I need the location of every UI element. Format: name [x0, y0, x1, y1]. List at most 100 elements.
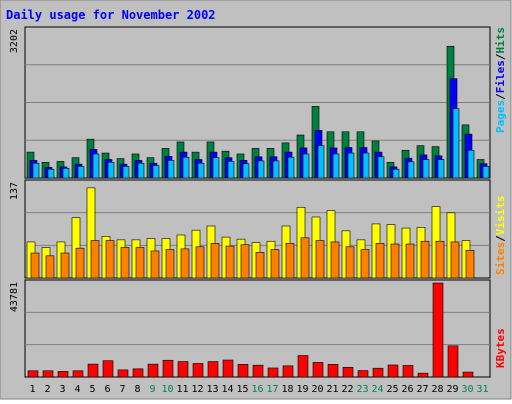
bar-sites — [270, 249, 280, 279]
bar-sites — [60, 252, 70, 279]
bar-kbytes — [177, 361, 189, 378]
x-tick-label-day-7: 7 — [119, 384, 125, 395]
bar-pages — [77, 166, 85, 179]
bar-sites — [210, 243, 220, 279]
bar-kbytes — [237, 364, 249, 378]
bar-sites — [150, 250, 160, 279]
bar-sites — [345, 246, 355, 279]
bar-kbytes — [372, 367, 384, 378]
bar-kbytes — [312, 362, 324, 378]
bar-pages — [347, 152, 355, 179]
x-tick-label-day-20: 20 — [311, 384, 323, 395]
bar-pages — [452, 108, 460, 179]
bar-pages — [212, 157, 220, 179]
bar-kbytes — [282, 365, 294, 378]
legend: KBytes — [494, 328, 507, 368]
x-tick-label-day-24: 24 — [371, 384, 383, 395]
x-tick-label-day-21: 21 — [326, 384, 338, 395]
bar-sites — [180, 248, 190, 279]
bar-pages — [137, 162, 145, 179]
chart-title: Daily usage for November 2002 — [6, 8, 216, 22]
bar-sites — [435, 240, 445, 279]
legend-separator: / — [494, 53, 507, 60]
bar-pages — [47, 168, 55, 179]
x-tick-label-day-14: 14 — [221, 384, 233, 395]
bar-pages — [362, 152, 370, 179]
bar-sites — [120, 247, 130, 279]
bar-kbytes — [432, 282, 444, 378]
x-tick-label-day-28: 28 — [431, 384, 443, 395]
bar-pages — [227, 161, 235, 179]
x-tick-label-day-2: 2 — [44, 384, 50, 395]
bar-pages — [122, 166, 130, 179]
bar-sites — [225, 245, 235, 279]
panel-hits-files-pages: 3202 Pages/Files/Hits — [9, 26, 507, 179]
x-tick-label-day-19: 19 — [296, 384, 308, 395]
bar-pages — [62, 167, 70, 179]
x-axis-labels: 1 2 3 4 5 6 7 8 9 10 11 12 13 14 15 16 17 18 19 20 21 22 23 24 2… — [29, 384, 488, 395]
bar-pages — [167, 160, 175, 179]
legend-kbytes: KBytes — [494, 328, 507, 368]
bar-kbytes — [252, 364, 264, 378]
x-tick-label-day-9: 9 — [149, 384, 155, 395]
bar-pages — [182, 156, 190, 179]
legend-pages: Pages — [494, 100, 507, 133]
bar-kbytes — [27, 370, 39, 378]
bar-sites — [420, 240, 430, 279]
x-tick-label-day-12: 12 — [191, 384, 203, 395]
bar-kbytes — [297, 355, 309, 378]
x-tick-label-day-16: 16 — [251, 384, 263, 395]
bar-pages — [482, 166, 490, 179]
bar-kbytes — [462, 371, 474, 378]
bar-pages — [242, 163, 250, 179]
bar-pages — [392, 168, 400, 179]
x-tick-label-day-29: 29 — [446, 384, 458, 395]
y-max-label: 137 — [9, 182, 20, 200]
bar-sites — [195, 246, 205, 279]
bar-pages — [152, 165, 160, 179]
x-tick-label-day-6: 6 — [104, 384, 110, 395]
x-tick-label-day-22: 22 — [341, 384, 353, 395]
bar-pages — [92, 153, 100, 179]
bar-pages — [317, 145, 325, 179]
bar-sites — [330, 241, 340, 279]
bar-sites — [105, 240, 115, 279]
legend-visits: Visits — [494, 196, 507, 236]
bar-kbytes — [357, 370, 369, 378]
bar-sites — [450, 241, 460, 279]
x-tick-label-day-5: 5 — [89, 384, 95, 395]
legend-files: Files — [494, 60, 507, 93]
bar-pages — [302, 153, 310, 179]
bar-kbytes — [417, 372, 429, 378]
bar-sites — [135, 247, 145, 279]
legend: Pages/Files/Hits — [494, 27, 507, 133]
bar-sites — [255, 252, 265, 279]
x-tick-label-day-31: 31 — [476, 384, 488, 395]
bar-pages — [32, 162, 40, 179]
bar-sites — [360, 249, 370, 279]
x-tick-label-day-25: 25 — [386, 384, 398, 395]
bar-kbytes — [72, 370, 84, 378]
x-tick-label-day-8: 8 — [134, 384, 140, 395]
bar-kbytes — [102, 360, 114, 378]
bar-sites — [90, 240, 100, 279]
bar-pages — [437, 159, 445, 179]
bar-kbytes — [162, 359, 174, 378]
bar-kbytes — [387, 364, 399, 378]
y-max-label: 3202 — [9, 29, 20, 53]
x-tick-label-day-30: 30 — [461, 384, 473, 395]
legend-separator: / — [494, 93, 507, 100]
bar-kbytes — [267, 367, 279, 378]
bar-pages — [422, 159, 430, 179]
bar-pages — [407, 161, 415, 179]
bar-kbytes — [447, 345, 459, 378]
bar-sites — [390, 243, 400, 279]
bar-pages — [107, 161, 115, 179]
bar-pages — [332, 153, 340, 179]
legend-sites: Sites — [494, 242, 507, 275]
panel-visits-sites: 137 Sites/Visits — [9, 179, 507, 279]
bar-pages — [197, 162, 205, 179]
bar-kbytes — [192, 363, 204, 378]
